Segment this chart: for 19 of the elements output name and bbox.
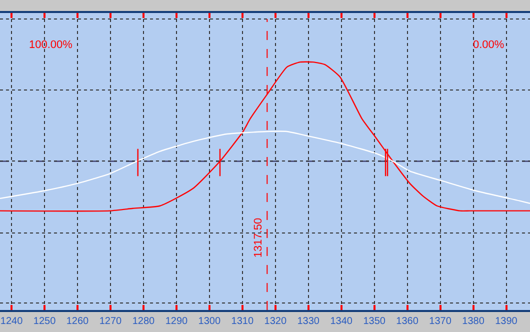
ref-line-label: 1317.50 [252,218,265,258]
x-tick-label: 1300 [198,316,221,327]
x-tick-label: 1390 [495,316,518,327]
x-tick-label: 1250 [33,316,56,327]
x-tick-label: 1380 [462,316,485,327]
x-tick-label: 1350 [363,316,386,327]
x-tick-label: 1340 [330,316,353,327]
x-tick-label: 1270 [99,316,122,327]
text: 0.00% [473,39,504,51]
text: 100.00% [29,39,73,51]
x-tick-label: 1290 [165,316,188,327]
x-tick-label: 1370 [429,316,452,327]
x-tick-label: 1330 [297,316,320,327]
x-tick-label: 1310 [231,316,254,327]
x-tick-label: 1260 [66,316,90,327]
x-tick-label: 1360 [396,316,419,327]
x-tick-label: 1240 [0,316,24,327]
x-tick-label: 1320 [264,316,287,327]
x-tick-label: 1280 [132,316,156,327]
